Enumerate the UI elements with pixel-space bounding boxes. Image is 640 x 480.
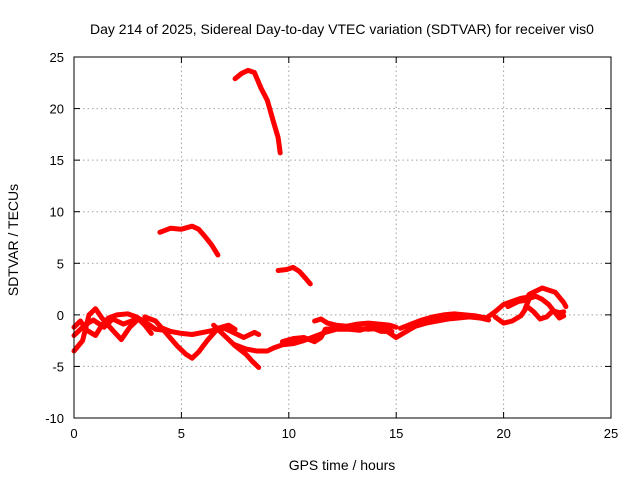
y-tick-label: 15 xyxy=(50,153,64,168)
series-line-trace-p xyxy=(232,67,283,156)
y-tick-label: 10 xyxy=(50,205,64,220)
plot-frame xyxy=(73,56,612,419)
series-line-trace-b xyxy=(71,311,167,338)
x-tick-label: 10 xyxy=(282,426,296,441)
x-tick-label: 5 xyxy=(178,426,185,441)
series-line-trace-q xyxy=(275,264,313,287)
y-tick-label: 0 xyxy=(57,308,64,323)
y-tick-label: -5 xyxy=(52,359,64,374)
y-tick-label: 5 xyxy=(57,256,64,271)
y-axis-label: SDTVAR / TECUs xyxy=(5,184,21,296)
x-tick-label: 20 xyxy=(496,426,510,441)
series-line-trace-f xyxy=(211,322,262,370)
x-tick-label: 15 xyxy=(389,426,403,441)
y-tick-label: -10 xyxy=(45,411,64,426)
series-line-trace-m xyxy=(505,285,569,310)
series-line-trace-o xyxy=(157,223,221,258)
series-line-trace-e xyxy=(157,324,262,340)
axis-ticks: 0 5 10 15 20 25 -10 -5 0 5 10 15 20 25 xyxy=(45,50,618,441)
series-line-trace-i xyxy=(312,316,399,330)
series-line-trace-d xyxy=(142,314,238,361)
x-tick-label: 0 xyxy=(70,426,77,441)
chart-title: Day 214 of 2025, Sidereal Day-to-day VTE… xyxy=(90,21,594,37)
series-line-trace-c xyxy=(71,316,137,338)
series-line-trace-n xyxy=(522,293,567,321)
y-tick-label: 25 xyxy=(50,50,64,65)
data-series xyxy=(71,67,569,370)
grid-lines xyxy=(74,57,611,418)
series-line-trace-h xyxy=(279,324,393,345)
x-axis-label: GPS time / hours xyxy=(289,457,396,473)
y-tick-label: 20 xyxy=(50,102,64,117)
x-tick-label: 25 xyxy=(604,426,618,441)
